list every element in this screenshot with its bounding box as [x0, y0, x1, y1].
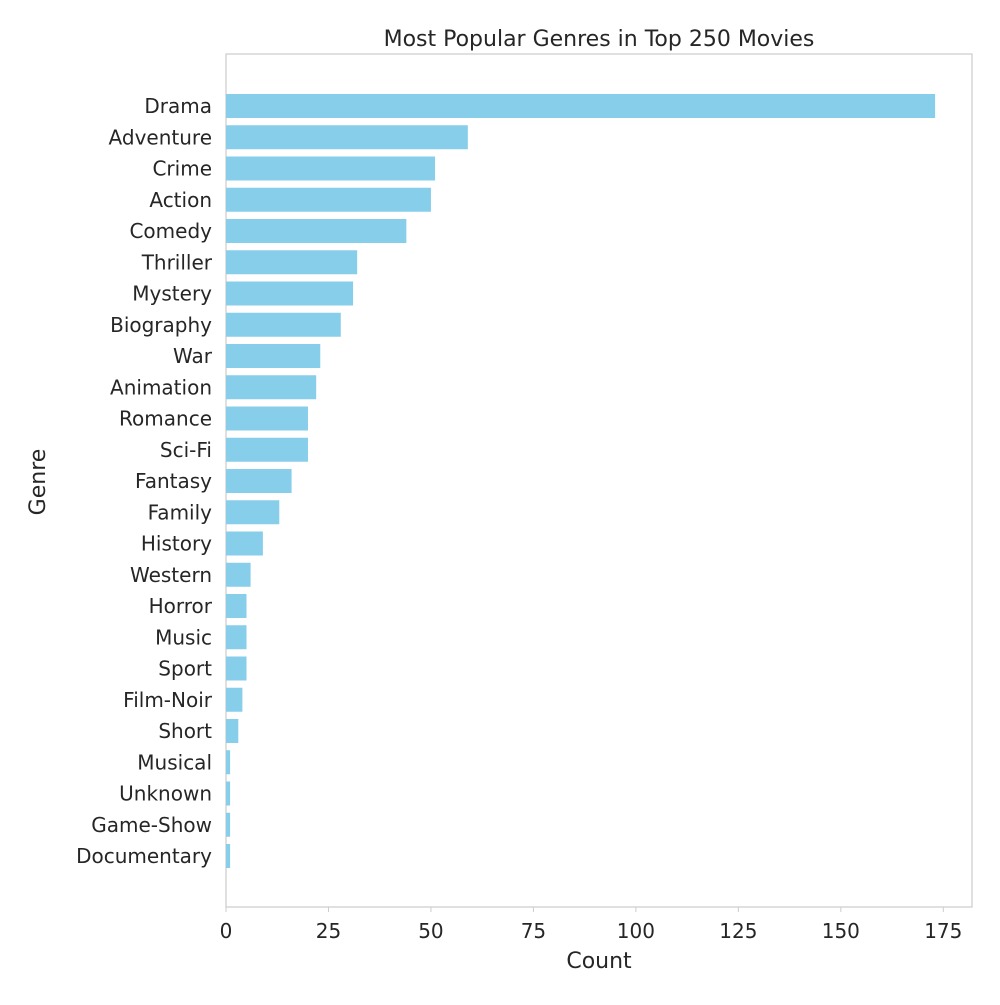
- y-axis-label: Genre: [26, 449, 51, 516]
- bar-sci-fi: [226, 437, 308, 462]
- y-tick-label-documentary: Documentary: [76, 844, 212, 868]
- bar-adventure: [226, 125, 468, 150]
- x-tick-label-25: 25: [316, 919, 341, 943]
- bar-romance: [226, 406, 308, 431]
- y-tick-label-music: Music: [155, 625, 212, 649]
- y-tick-labels: Drama Adventure Crime Action Comedy Thriller M…: [76, 94, 213, 868]
- y-tick-label-family: Family: [148, 500, 213, 524]
- y-tick-label-crime: Crime: [152, 157, 212, 181]
- y-tick-label-short: Short: [158, 719, 212, 743]
- y-tick-label-history: History: [141, 532, 212, 556]
- bar-unknown: [226, 781, 231, 806]
- bar-short: [226, 719, 239, 743]
- bar-mystery: [226, 281, 354, 306]
- bar-thriller: [226, 250, 358, 275]
- bar-crime: [226, 156, 436, 181]
- x-tick-label-100: 100: [617, 919, 655, 943]
- bar-action: [226, 187, 431, 212]
- bar-film-noir: [226, 687, 243, 712]
- y-tick-label-game-show: Game-Show: [91, 813, 212, 837]
- bar-comedy: [226, 219, 407, 243]
- bar-musical: [226, 750, 231, 775]
- bar-animation: [226, 375, 317, 400]
- y-tick-label-sci-fi: Sci-Fi: [160, 438, 212, 462]
- y-tick-label-drama: Drama: [144, 94, 212, 118]
- x-tick-label-150: 150: [822, 919, 860, 943]
- y-tick-label-horror: Horror: [149, 594, 213, 618]
- bar-drama: [226, 94, 936, 118]
- bar-documentary: [226, 844, 231, 868]
- bar-game-show: [226, 812, 231, 837]
- x-tick-labels: 0 25 50 75 100 125 150 175: [220, 907, 962, 943]
- bar-war: [226, 344, 321, 368]
- y-tick-label-biography: Biography: [110, 313, 212, 337]
- y-tick-label-animation: Animation: [110, 375, 212, 399]
- bars-group: [226, 94, 936, 868]
- x-tick-label-125: 125: [719, 919, 757, 943]
- y-tick-label-thriller: Thriller: [141, 250, 213, 274]
- y-tick-label-sport: Sport: [158, 657, 212, 681]
- y-tick-label-fantasy: Fantasy: [135, 469, 212, 493]
- y-tick-label-action: Action: [149, 188, 212, 212]
- bar-fantasy: [226, 469, 292, 493]
- bar-history: [226, 531, 263, 556]
- x-tick-label-50: 50: [418, 919, 443, 943]
- y-tick-label-comedy: Comedy: [129, 219, 212, 243]
- y-tick-label-romance: Romance: [119, 407, 212, 431]
- y-tick-label-adventure: Adventure: [109, 125, 212, 149]
- x-tick-label-75: 75: [521, 919, 546, 943]
- bar-horror: [226, 594, 247, 618]
- bar-biography: [226, 312, 341, 337]
- x-tick-label-0: 0: [220, 919, 233, 943]
- y-tick-label-western: Western: [130, 563, 212, 587]
- chart-title: Most Popular Genres in Top 250 Movies: [384, 27, 815, 52]
- bar-sport: [226, 656, 247, 681]
- y-tick-label-war: War: [173, 344, 213, 368]
- y-tick-label-mystery: Mystery: [132, 282, 212, 306]
- y-tick-label-film-noir: Film-Noir: [123, 688, 213, 712]
- bar-family: [226, 500, 280, 525]
- x-tick-label-175: 175: [924, 919, 962, 943]
- y-tick-label-unknown: Unknown: [119, 782, 212, 806]
- plot-area-frame: [225, 53, 973, 908]
- bar-music: [226, 625, 247, 650]
- x-axis-label: Count: [566, 949, 632, 974]
- bar-western: [226, 562, 251, 587]
- y-tick-label-musical: Musical: [137, 750, 212, 774]
